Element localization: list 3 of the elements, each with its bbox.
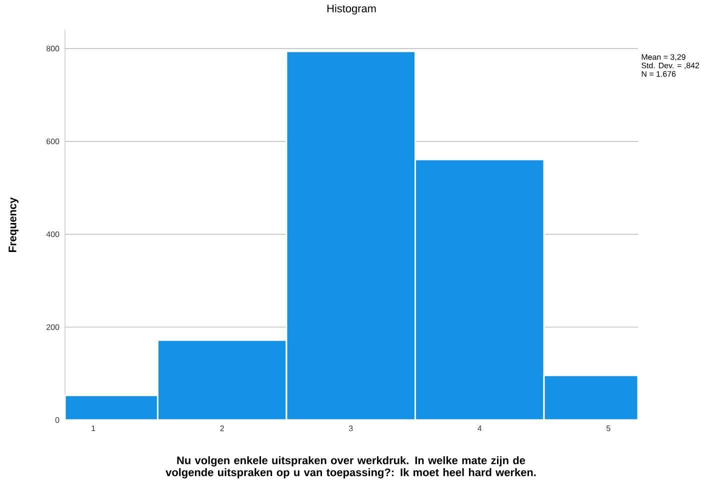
x-axis-title: Nu volgen enkele uitspraken over werkdruk. In welke mate zijn de volgende uitspraken op u van toepassing?: Ik moet heel hard werken. [166,456,536,478]
chart-title: Histogram [327,4,376,14]
y-axis-title: Frequency [8,197,18,252]
